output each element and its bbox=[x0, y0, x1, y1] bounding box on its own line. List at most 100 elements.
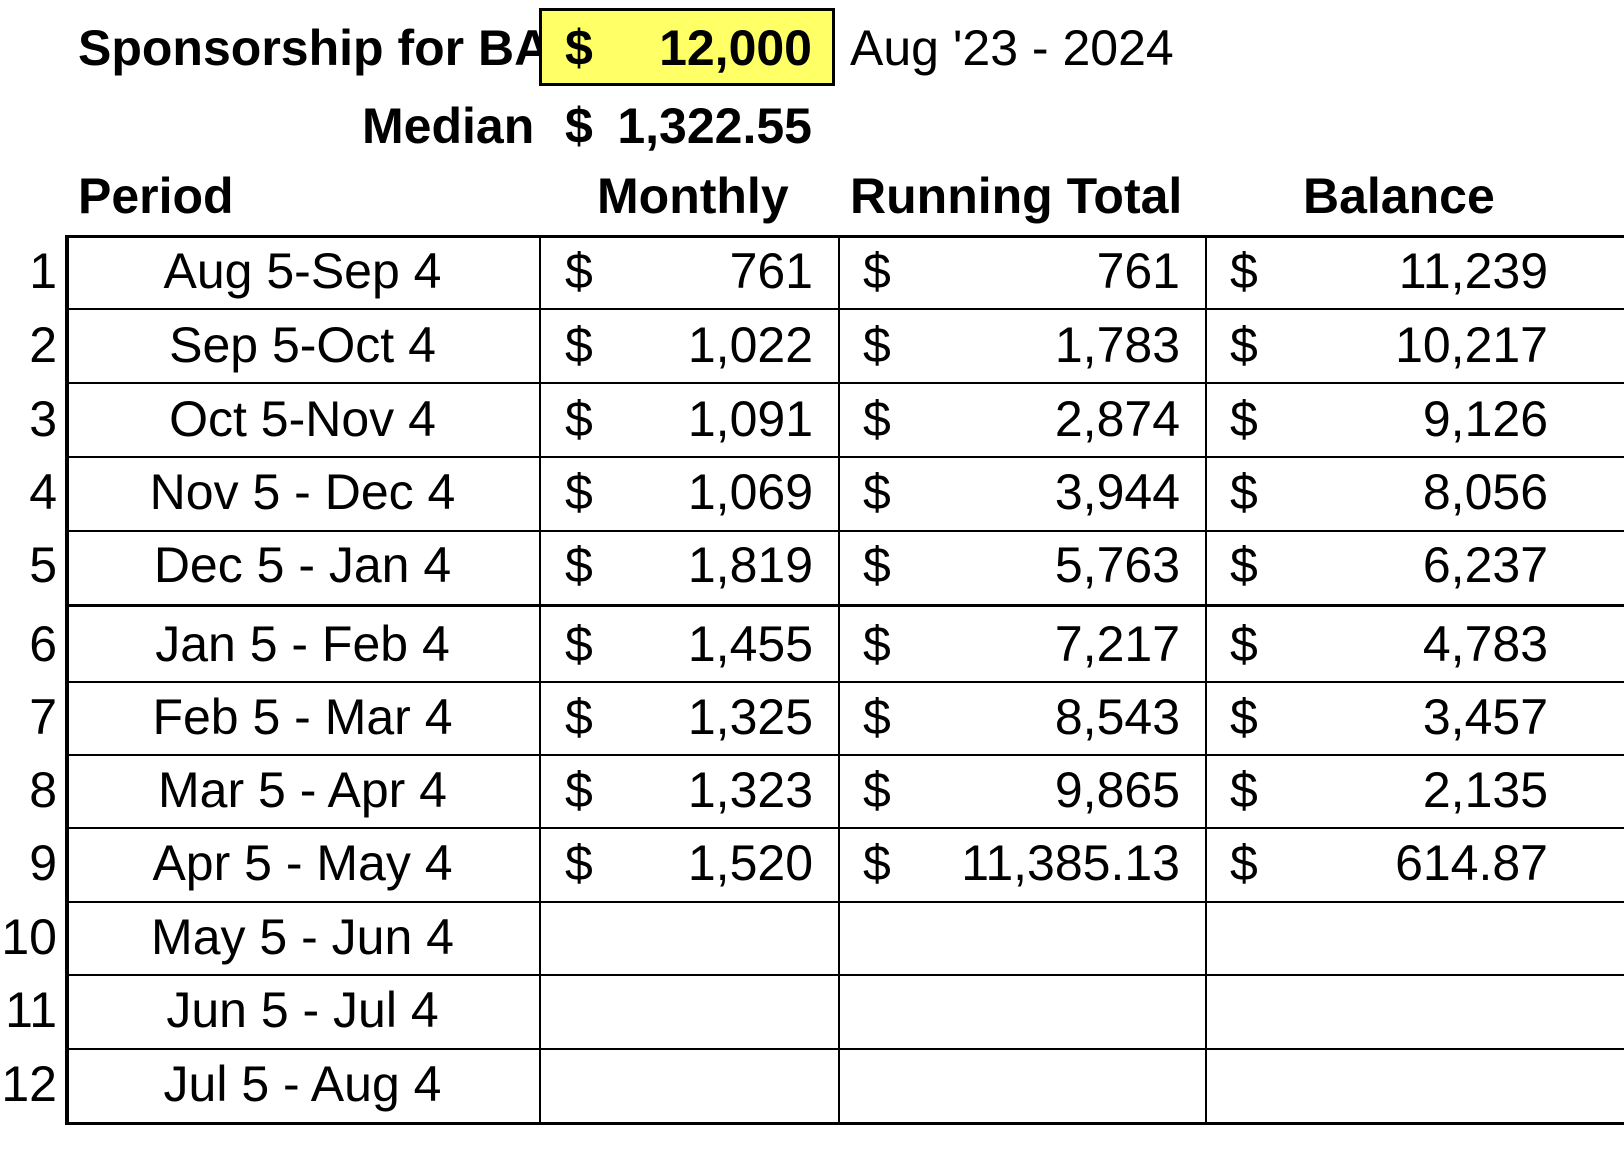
balance-value: 3,457 bbox=[1422, 689, 1548, 745]
monthly-value: 1,455 bbox=[687, 616, 813, 672]
monthly-value: 1,520 bbox=[687, 835, 813, 891]
balance-currency: $ bbox=[1230, 243, 1258, 299]
running-total-currency: $ bbox=[863, 391, 891, 447]
table-column-divider bbox=[838, 235, 840, 1125]
balance-currency: $ bbox=[1230, 689, 1258, 745]
monthly-currency: $ bbox=[565, 835, 593, 891]
median-label: Median bbox=[362, 98, 535, 154]
row-number: 4 bbox=[29, 464, 57, 520]
table-row-divider bbox=[65, 974, 1624, 976]
table-row-divider bbox=[65, 235, 1624, 238]
monthly-currency: $ bbox=[565, 317, 593, 373]
table-row-divider bbox=[65, 754, 1624, 756]
running-total-currency: $ bbox=[863, 835, 891, 891]
running-total-currency: $ bbox=[863, 762, 891, 818]
period-cell: Feb 5 - Mar 4 bbox=[152, 689, 453, 745]
table-row-divider bbox=[65, 901, 1624, 903]
table-row-divider bbox=[65, 681, 1624, 683]
period-cell: Oct 5-Nov 4 bbox=[169, 391, 436, 447]
row-number: 2 bbox=[29, 317, 57, 373]
table-column-divider bbox=[539, 235, 541, 1125]
row-number: 12 bbox=[1, 1056, 57, 1112]
period-cell: Apr 5 - May 4 bbox=[152, 835, 453, 891]
monthly-currency: $ bbox=[565, 391, 593, 447]
sponsorship-amount-value: 12,000 bbox=[659, 20, 812, 76]
row-number: 5 bbox=[29, 537, 57, 593]
median-currency: $ bbox=[565, 98, 593, 154]
monthly-value: 1,325 bbox=[687, 689, 813, 745]
monthly-currency: $ bbox=[565, 243, 593, 299]
running-total-value: 5,763 bbox=[1054, 537, 1180, 593]
balance-value: 8,056 bbox=[1422, 464, 1548, 520]
period-cell: Aug 5-Sep 4 bbox=[163, 243, 442, 299]
running-total-value: 9,865 bbox=[1054, 762, 1180, 818]
row-number: 6 bbox=[29, 616, 57, 672]
balance-currency: $ bbox=[1230, 537, 1258, 593]
row-number: 7 bbox=[29, 689, 57, 745]
running-total-currency: $ bbox=[863, 616, 891, 672]
period-cell: Jan 5 - Feb 4 bbox=[155, 616, 450, 672]
table-row-divider bbox=[65, 456, 1624, 458]
monthly-value: 1,022 bbox=[687, 317, 813, 373]
monthly-currency: $ bbox=[565, 689, 593, 745]
table-row-divider bbox=[65, 827, 1624, 829]
period-cell: Sep 5-Oct 4 bbox=[169, 317, 436, 373]
column-header-period: Period bbox=[78, 168, 234, 224]
table-row-divider bbox=[65, 604, 1624, 607]
running-total-value: 3,944 bbox=[1054, 464, 1180, 520]
table-column-divider bbox=[1205, 235, 1207, 1125]
monthly-currency: $ bbox=[565, 616, 593, 672]
balance-value: 6,237 bbox=[1422, 537, 1548, 593]
median-value: 1,322.55 bbox=[617, 98, 812, 154]
running-total-value: 761 bbox=[1096, 243, 1180, 299]
period-cell: Jun 5 - Jul 4 bbox=[166, 982, 439, 1038]
row-number: 10 bbox=[1, 909, 57, 965]
row-number: 9 bbox=[29, 835, 57, 891]
balance-currency: $ bbox=[1230, 762, 1258, 818]
period-cell: Mar 5 - Apr 4 bbox=[158, 762, 447, 818]
balance-currency: $ bbox=[1230, 835, 1258, 891]
monthly-currency: $ bbox=[565, 537, 593, 593]
running-total-value: 2,874 bbox=[1054, 391, 1180, 447]
period-cell: Jul 5 - Aug 4 bbox=[163, 1056, 442, 1112]
table-row-divider bbox=[65, 530, 1624, 532]
date-range-label: Aug '23 - 2024 bbox=[850, 20, 1174, 76]
balance-value: 9,126 bbox=[1422, 391, 1548, 447]
running-total-value: 7,217 bbox=[1054, 616, 1180, 672]
balance-value: 11,239 bbox=[1398, 243, 1548, 299]
sponsorship-amount-cell[interactable] bbox=[539, 8, 835, 86]
monthly-value: 1,323 bbox=[687, 762, 813, 818]
running-total-currency: $ bbox=[863, 243, 891, 299]
running-total-currency: $ bbox=[863, 689, 891, 745]
monthly-value: 1,819 bbox=[687, 537, 813, 593]
running-total-currency: $ bbox=[863, 317, 891, 373]
balance-currency: $ bbox=[1230, 464, 1258, 520]
monthly-currency: $ bbox=[565, 464, 593, 520]
table-row-divider bbox=[65, 382, 1624, 384]
table-row-divider bbox=[65, 308, 1624, 310]
period-cell: Nov 5 - Dec 4 bbox=[149, 464, 456, 520]
balance-value: 614.87 bbox=[1395, 835, 1548, 891]
monthly-value: 1,091 bbox=[687, 391, 813, 447]
column-header-monthly: Monthly bbox=[597, 168, 789, 224]
running-total-value: 8,543 bbox=[1054, 689, 1180, 745]
sponsorship-amount-currency: $ bbox=[565, 20, 593, 76]
period-cell: May 5 - Jun 4 bbox=[151, 909, 454, 965]
period-cell: Dec 5 - Jan 4 bbox=[153, 537, 452, 593]
table-row-divider bbox=[65, 1048, 1624, 1050]
row-number: 1 bbox=[29, 243, 57, 299]
column-header-running-total: Running Total bbox=[850, 168, 1183, 224]
balance-currency: $ bbox=[1230, 616, 1258, 672]
column-header-balance: Balance bbox=[1303, 168, 1495, 224]
running-total-currency: $ bbox=[863, 464, 891, 520]
sponsorship-table-grid bbox=[65, 235, 1624, 1125]
monthly-currency: $ bbox=[565, 762, 593, 818]
monthly-value: 761 bbox=[729, 243, 813, 299]
row-number: 8 bbox=[29, 762, 57, 818]
balance-currency: $ bbox=[1230, 391, 1258, 447]
monthly-value: 1,069 bbox=[687, 464, 813, 520]
balance-value: 10,217 bbox=[1395, 317, 1548, 373]
sponsorship-title: Sponsorship for BAI bbox=[78, 20, 565, 76]
table-column-divider bbox=[65, 235, 69, 1125]
balance-value: 2,135 bbox=[1422, 762, 1548, 818]
